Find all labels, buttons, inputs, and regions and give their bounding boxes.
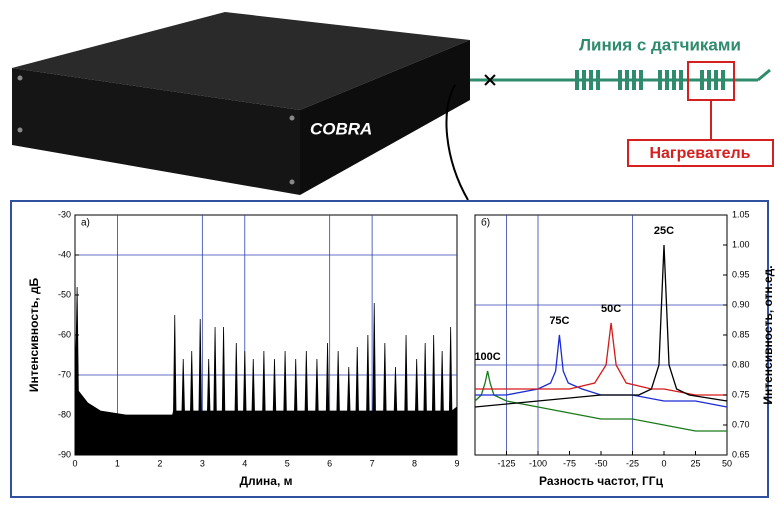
y-tick-label: -90 — [58, 449, 71, 459]
panel-label: б) — [481, 217, 490, 229]
peak-label: 100C — [474, 351, 500, 363]
chart-frame — [10, 200, 769, 498]
y-tick-label: -30 — [58, 209, 71, 219]
x-axis-label: Длина, м — [239, 474, 292, 488]
cable — [445, 84, 469, 201]
x-axis-label: Разность частот, ГГц — [539, 474, 664, 488]
grating — [632, 70, 636, 90]
connector — [484, 74, 496, 86]
grating — [665, 70, 669, 90]
grating — [679, 70, 683, 90]
spectrum — [474, 244, 728, 408]
x-tick-label: 8 — [412, 458, 417, 468]
x-tick-label: -25 — [626, 458, 639, 468]
fiber-end — [757, 68, 771, 82]
y-tick-label: 0.90 — [732, 299, 750, 309]
x-tick-label: -75 — [563, 458, 576, 468]
x-tick-label: 9 — [454, 458, 459, 468]
y-axis-label: Интенсивность, отн.ед. — [761, 265, 775, 404]
x-tick-label: 6 — [327, 458, 332, 468]
y-tick-label: 0.95 — [732, 269, 750, 279]
grating — [658, 70, 662, 90]
x-tick-label: 4 — [242, 458, 247, 468]
x-tick-label: -50 — [594, 458, 607, 468]
x-tick-label: 25 — [690, 458, 700, 468]
y-tick-label: -50 — [58, 289, 71, 299]
y-tick-label: 0.80 — [732, 359, 750, 369]
x-tick-label: 7 — [370, 458, 375, 468]
heater-label-box — [627, 139, 774, 167]
grating — [714, 70, 718, 90]
y-tick-label: 0.70 — [732, 419, 750, 429]
device-top — [12, 12, 470, 110]
grating — [582, 70, 586, 90]
x-tick-label: 0 — [661, 458, 666, 468]
x-tick-label: -125 — [497, 458, 515, 468]
grating — [596, 70, 600, 90]
line-label: Линия с датчиками — [579, 35, 741, 54]
x-tick-label: 1 — [115, 458, 120, 468]
reflectogram — [74, 286, 458, 456]
peak-label: 25C — [654, 225, 674, 237]
grating — [625, 70, 629, 90]
y-axis-label: Интенсивность, дБ — [27, 277, 41, 392]
device-front — [12, 68, 300, 195]
heater-label: Нагреватель — [649, 145, 750, 162]
spectrum — [475, 322, 727, 396]
charts: 0 1 2 3 4 5 6 7 8 9 -90 -80 -70 -60 -50 -40 -30 а) Длина, … — [27, 209, 775, 488]
y-tick-label: 1.00 — [732, 239, 750, 249]
peak-label: 75C — [549, 315, 569, 327]
x-tick-label: 0 — [72, 458, 77, 468]
y-tick-label: -80 — [58, 409, 71, 419]
panel-label: а) — [81, 218, 90, 229]
spectrum — [475, 334, 728, 408]
device-side — [300, 40, 470, 195]
x-tick-label: 2 — [157, 458, 162, 468]
grating — [618, 70, 622, 90]
device-label: COBRA — [310, 119, 372, 138]
y-tick-label: 0.75 — [732, 389, 750, 399]
grating — [639, 70, 643, 90]
grating — [707, 70, 711, 90]
grating — [589, 70, 593, 90]
spectrum — [474, 370, 727, 432]
x-tick-label: 5 — [285, 458, 290, 468]
y-tick-label: -70 — [58, 369, 71, 379]
y-tick-label: 1.05 — [732, 209, 750, 219]
y-tick-label: 0.65 — [732, 449, 750, 459]
grating — [672, 70, 676, 90]
gratings — [575, 70, 725, 90]
x-tick-label: 3 — [200, 458, 205, 468]
peak-label: 50C — [601, 303, 621, 315]
y-tick-label: 0.85 — [732, 329, 750, 339]
y-tick-label: -40 — [58, 249, 71, 259]
grating — [721, 70, 725, 90]
y-tick-label: -60 — [58, 329, 71, 339]
screws — [17, 75, 295, 185]
x-tick-label: 50 — [722, 458, 732, 468]
grating — [700, 70, 704, 90]
grating — [575, 70, 579, 90]
x-tick-label: -100 — [529, 458, 547, 468]
